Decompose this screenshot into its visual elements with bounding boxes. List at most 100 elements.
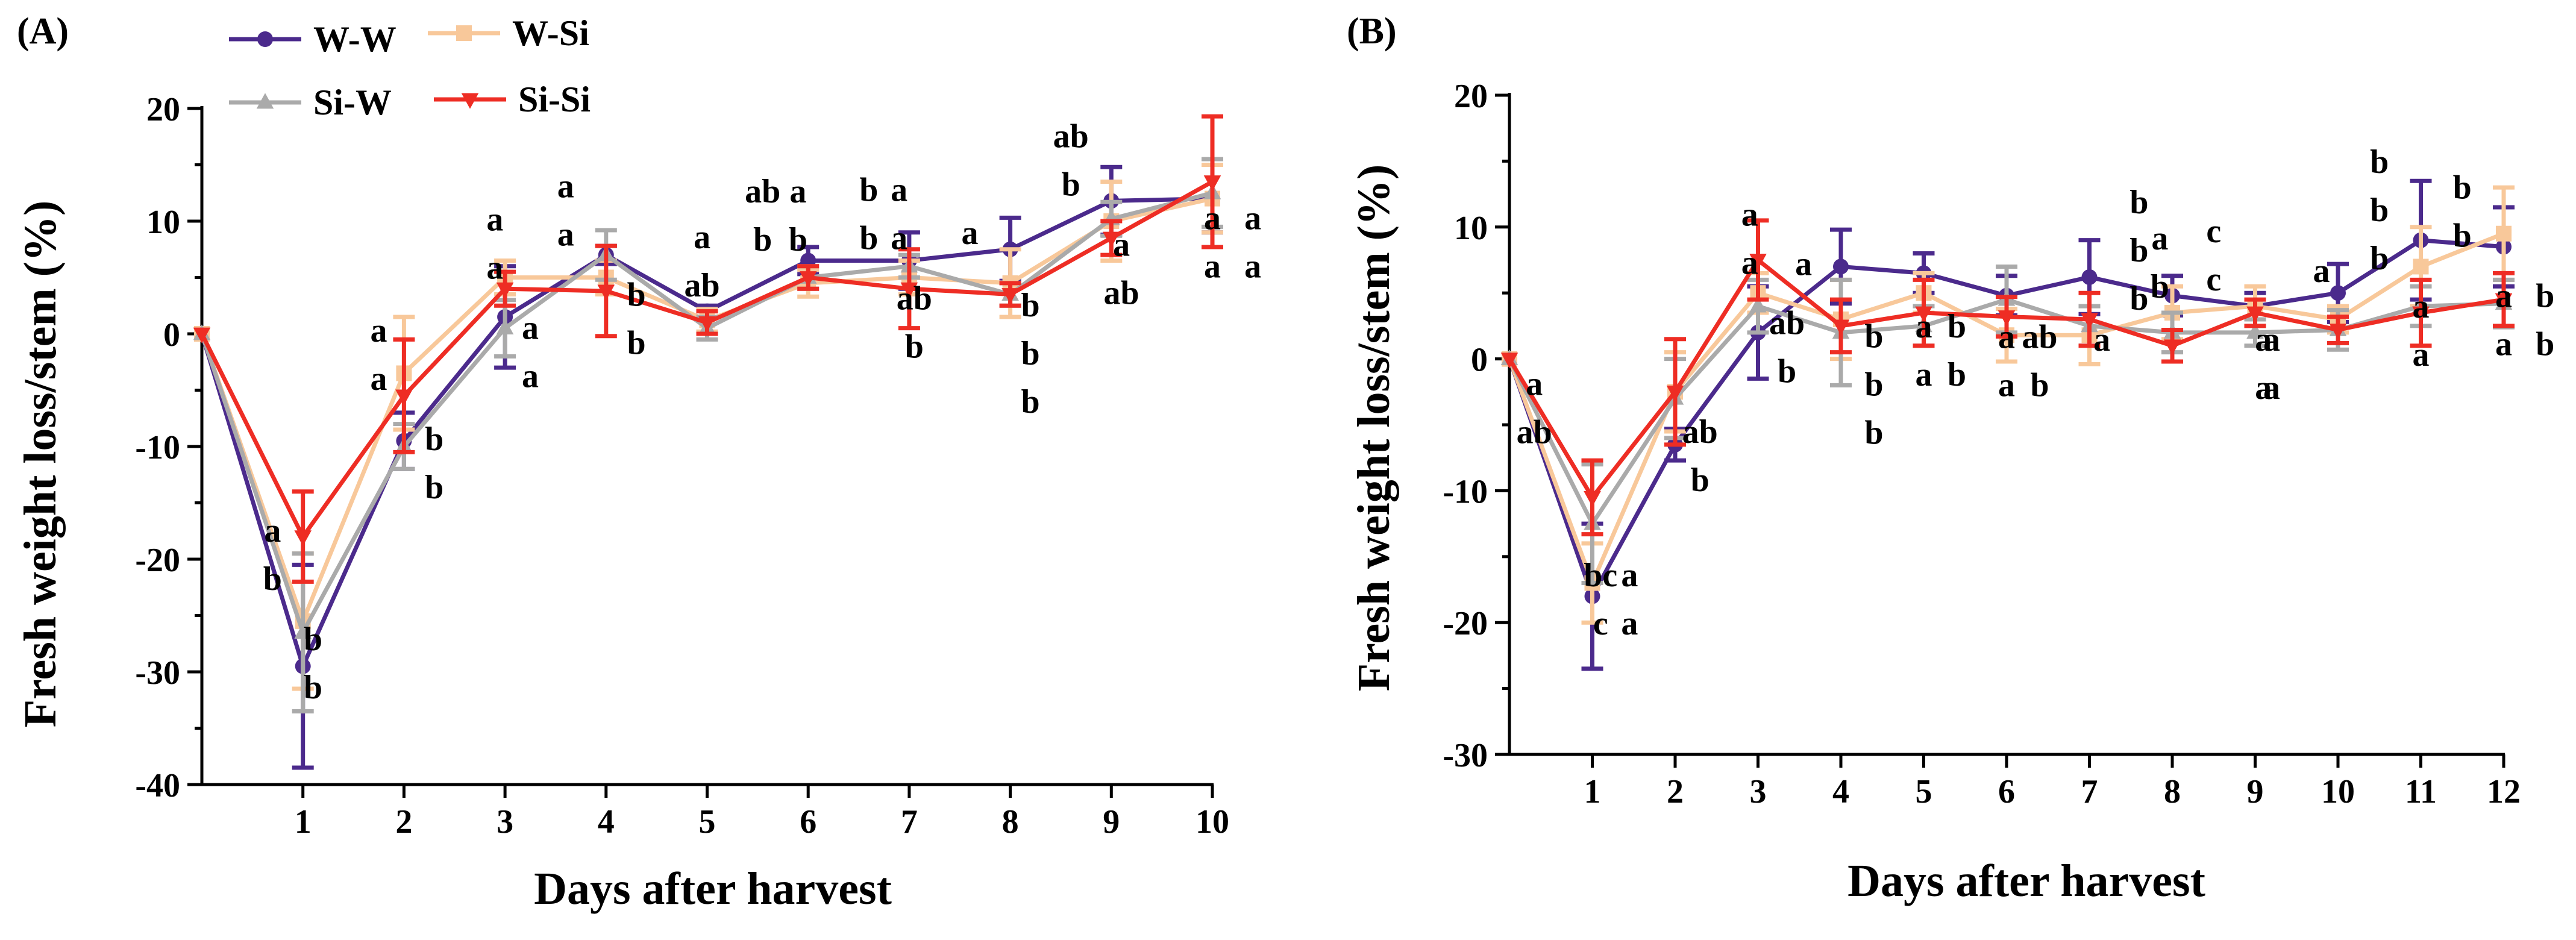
significance-label: a — [2263, 321, 2280, 359]
significance-label: c — [1593, 605, 1608, 642]
y-tick-label: 0 — [1471, 342, 1488, 379]
significance-label: a — [2495, 326, 2512, 363]
significance-label: a — [1916, 356, 1932, 393]
significance-label: ab — [1682, 413, 1718, 451]
data-point — [1666, 385, 1684, 401]
significance-label: b — [2453, 218, 2472, 255]
data-point — [2081, 269, 2098, 285]
significance-label: a — [1998, 318, 2015, 356]
significance-label: ab — [1517, 414, 1552, 451]
y-tick-label: -10 — [1443, 473, 1488, 510]
x-tick-label: 10 — [1196, 803, 1229, 841]
y-tick-label: 20 — [1454, 78, 1488, 115]
significance-label: a — [1526, 366, 1543, 403]
data-point — [799, 271, 817, 287]
significance-label: a — [2495, 278, 2512, 315]
panel-a: (A) W-W W-Si Si-W Si-Si -40 -30 -20 -10 0 10 20 1 2… — [15, 11, 1261, 914]
y-tick-label: -20 — [135, 542, 180, 579]
significance-label: b — [2151, 268, 2169, 306]
data-point — [1584, 490, 1601, 507]
legend-marker — [257, 31, 273, 47]
significance-label: a — [264, 512, 281, 550]
panel-a-label: (A) — [17, 11, 69, 52]
y-tick-label: -10 — [135, 429, 180, 466]
significance-label: b — [2536, 278, 2554, 315]
significance-label: ab — [1053, 118, 1089, 155]
significance-label: b — [2129, 184, 2148, 221]
panel-a-y-axis-label: Fresh weight loss/stem (%) — [15, 201, 66, 728]
x-tick-label: 3 — [1750, 773, 1767, 810]
significance-label: a — [2263, 369, 2280, 407]
panel-b-label: (B) — [1347, 11, 1397, 52]
significance-label: b — [1691, 462, 1709, 499]
significance-label: b — [2370, 192, 2389, 229]
significance-label: ab — [1769, 304, 1805, 342]
data-point — [1103, 231, 1120, 248]
legend-marker — [461, 93, 479, 109]
significance-label: a — [891, 171, 907, 208]
x-tick-label: 5 — [1916, 773, 1932, 810]
y-tick-label: 10 — [1454, 210, 1488, 247]
significance-label: a — [370, 312, 387, 349]
significance-label: b — [627, 324, 646, 362]
significance-label: b — [2030, 366, 2049, 404]
data-point — [1001, 288, 1019, 304]
series-line — [199, 190, 1213, 635]
significance-label: c — [2206, 213, 2221, 250]
significance-label: b — [2453, 169, 2472, 207]
legend-marker — [456, 25, 472, 41]
significance-label: a — [1916, 308, 1932, 345]
data-point — [1832, 319, 1850, 336]
data-point — [1915, 306, 1932, 322]
significance-label: a — [1113, 227, 1130, 264]
x-tick-label: 8 — [1002, 803, 1019, 841]
significance-label: b — [2129, 280, 2148, 318]
data-point — [2413, 258, 2429, 275]
y-tick-label: -40 — [135, 767, 180, 804]
significance-label: a — [1204, 199, 1221, 237]
significance-label: a — [522, 310, 539, 347]
series-si-si — [193, 114, 1223, 584]
significance-label: a — [2313, 252, 2330, 290]
y-tick-label: -30 — [1443, 737, 1488, 774]
significance-label: b — [905, 328, 924, 365]
data-point — [2163, 339, 2181, 356]
significance-label: a — [1204, 248, 1221, 285]
significance-label: b — [1864, 318, 1883, 355]
significance-label: b — [304, 669, 322, 706]
y-tick-label: -30 — [135, 654, 180, 692]
significance-label: a — [2413, 288, 2430, 325]
significance-label: bc — [1584, 557, 1617, 594]
significance-label: b — [859, 171, 878, 208]
data-point — [1203, 175, 1221, 192]
data-point — [2495, 293, 2513, 309]
legend-item-w-si: W-Si — [428, 13, 589, 53]
data-point — [900, 282, 918, 298]
x-tick-label: 2 — [1667, 773, 1684, 810]
legend-label: Si-W — [313, 83, 392, 122]
significance-label: b — [263, 560, 282, 598]
x-tick-label: 4 — [1832, 773, 1849, 810]
significance-label: a — [557, 216, 574, 253]
significance-label: b — [425, 421, 443, 458]
significance-label: b — [304, 621, 322, 658]
significance-label: b — [2129, 232, 2148, 269]
significance-label: b — [1948, 356, 1966, 393]
data-point — [1749, 254, 1767, 270]
significance-label: a — [2255, 321, 2272, 359]
significance-label: a — [557, 168, 574, 205]
x-tick-label: 8 — [2164, 773, 2181, 810]
significance-label: a — [1244, 248, 1261, 285]
data-point — [1749, 296, 1767, 313]
legend-item-si-w: Si-W — [229, 83, 392, 122]
significance-label: a — [789, 173, 806, 210]
significance-label: b — [859, 219, 878, 257]
significance-label: a — [1795, 245, 1812, 283]
series-w-si — [1502, 185, 2515, 625]
significance-label: b — [425, 469, 443, 506]
panel-a-x-axis-label: Days after harvest — [534, 863, 892, 914]
panel-b-y-axis-label: Fresh weight loss/stem (%) — [1349, 164, 1399, 692]
